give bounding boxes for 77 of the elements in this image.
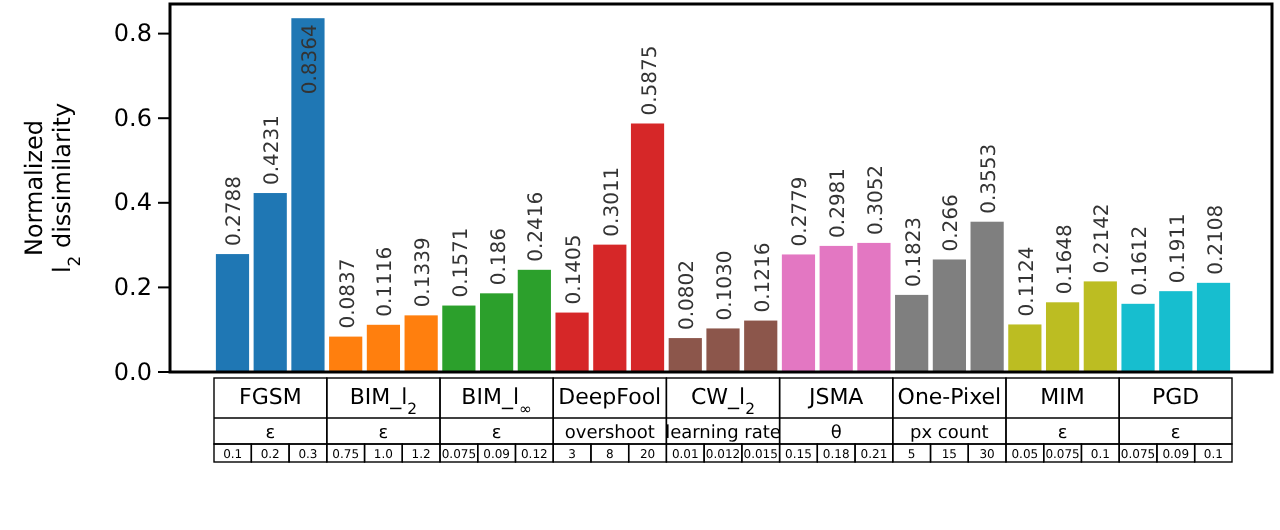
data-label: 0.4231 — [262, 115, 285, 186]
bar — [593, 244, 627, 372]
bar — [1121, 303, 1155, 372]
text: FGSM — [239, 384, 302, 410]
data-label: 0.0837 — [337, 258, 360, 329]
text: JSMA — [806, 384, 865, 410]
data-label: 0.1116 — [375, 246, 398, 317]
text: ε — [265, 424, 276, 444]
data-label: 0.1648 — [1054, 224, 1077, 295]
bar — [1083, 281, 1117, 372]
bar — [744, 320, 778, 372]
text: PGD — [1151, 384, 1200, 410]
data-label: 0.2779 — [790, 176, 813, 247]
data-label: 0.2788 — [224, 176, 247, 247]
bar — [895, 294, 929, 372]
data-label: 0.3011 — [601, 166, 624, 237]
bar — [668, 338, 702, 372]
data-label: 0.8364 — [299, 24, 322, 95]
data-label: 0.1823 — [903, 216, 926, 287]
bar — [366, 324, 401, 372]
y-tick-label: 0.6 — [113, 103, 152, 132]
data-label: 0.1030 — [715, 250, 737, 321]
bar — [215, 254, 250, 372]
bar — [781, 254, 816, 372]
data-label: 0.1911 — [1167, 213, 1190, 284]
text: MIM — [1040, 384, 1085, 410]
data-label: 0.266 — [941, 194, 964, 252]
text: One-Pixel — [897, 384, 1002, 410]
text: learning rate — [665, 424, 782, 444]
bar — [970, 221, 1004, 372]
bar — [630, 123, 665, 372]
text: BIM_l$_{2}$ — [349, 384, 418, 417]
text: θ — [830, 424, 843, 444]
bar — [706, 328, 740, 372]
y-tick-label: 0.0 — [113, 357, 152, 386]
bar — [1196, 282, 1231, 372]
data-label: 0.5875 — [639, 45, 662, 116]
bar — [480, 293, 514, 372]
bar — [932, 259, 966, 372]
text: overshoot — [564, 424, 656, 444]
bar — [442, 305, 476, 372]
bar — [1045, 302, 1080, 372]
text: ε — [1170, 424, 1181, 444]
data-label: 0.3553 — [979, 143, 1002, 214]
text: CW_l$_{2}$ — [690, 384, 756, 417]
bar — [329, 336, 363, 372]
data-label: 0.2981 — [828, 167, 851, 238]
data-label: 0.186 — [488, 228, 511, 286]
text: ε — [1057, 424, 1068, 444]
data-label: 0.2416 — [526, 191, 549, 262]
data-label: 0.2108 — [1205, 204, 1228, 275]
bar — [857, 242, 891, 372]
data-label: 0.3052 — [865, 164, 888, 235]
bar — [517, 269, 551, 372]
text: ε — [378, 424, 389, 444]
text: px count — [910, 424, 990, 444]
text: BIM_l$_{∞}$ — [461, 384, 532, 417]
text: ε — [491, 424, 502, 444]
y-tick-label: 0.8 — [113, 19, 152, 48]
data-label: 0.1571 — [450, 227, 473, 298]
data-label: 0.1405 — [564, 234, 587, 305]
bar — [291, 18, 325, 372]
text: DeepFool — [558, 384, 662, 410]
bar — [555, 312, 589, 372]
data-label: 0.0802 — [677, 260, 700, 331]
y-tick-label: 0.2 — [113, 273, 152, 302]
bar — [1008, 324, 1042, 372]
bar — [253, 193, 287, 372]
bar — [404, 315, 438, 372]
data-label: 0.2142 — [1092, 203, 1115, 274]
y-tick-label: 0.4 — [113, 188, 152, 217]
data-label: 0.1339 — [413, 237, 436, 308]
bar — [1159, 291, 1193, 372]
data-label: 0.1124 — [1016, 246, 1039, 317]
bar — [819, 245, 853, 372]
data-label: 0.1612 — [1130, 225, 1153, 296]
data-label: 0.1216 — [752, 242, 775, 313]
